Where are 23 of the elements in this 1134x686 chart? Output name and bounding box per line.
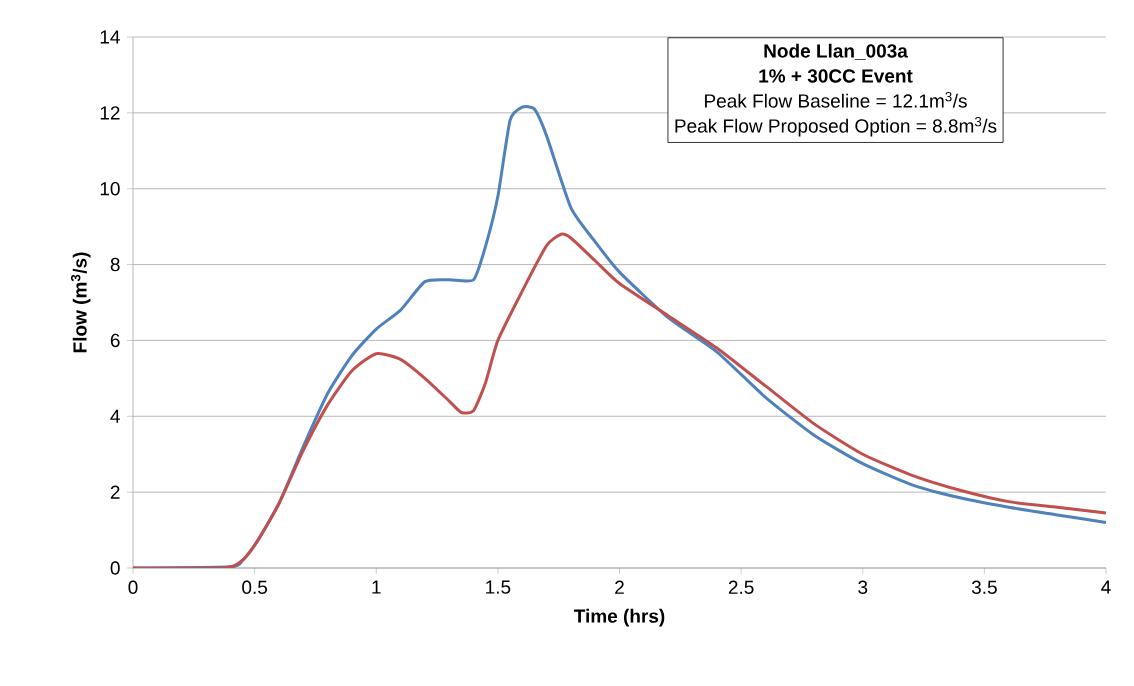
y-tick-label: 8 [110, 257, 120, 272]
y-tick-label: 6 [110, 333, 120, 348]
x-axis-title: Time (hrs) [573, 608, 665, 627]
x-tick-label: 3.5 [971, 580, 997, 594]
x-tick-label: 2.5 [728, 580, 754, 594]
x-tick-label: 3 [858, 580, 868, 594]
x-tick-label: 1.5 [486, 580, 511, 594]
y-tick-label: 2 [110, 485, 120, 499]
x-tick-label: 0.5 [242, 580, 268, 594]
y-tick-label: 10 [100, 181, 120, 196]
annotation: Peak Flow Proposed Option = 8.8m$^{3}$/s [675, 116, 997, 137]
y-tick-label: 12 [100, 106, 120, 120]
x-tick-label: 1 [372, 580, 381, 594]
y-tick-label: 4 [110, 409, 120, 423]
y-tick-label: 14 [100, 30, 120, 44]
x-tick-label: 0 [128, 580, 138, 594]
y-axis-title: Flow (m$^{3}$/s) [70, 252, 91, 353]
y-tick-label: 0 [110, 561, 120, 575]
annotation: Node Llan_003a [764, 43, 908, 60]
annotation: Peak Flow Baseline = 12.1m$^{3}$/s [705, 91, 967, 108]
x-tick-label: 4 [1101, 580, 1111, 594]
x-tick-label: 2 [615, 580, 624, 594]
annotation: 1% + 30CC Event [759, 69, 913, 83]
